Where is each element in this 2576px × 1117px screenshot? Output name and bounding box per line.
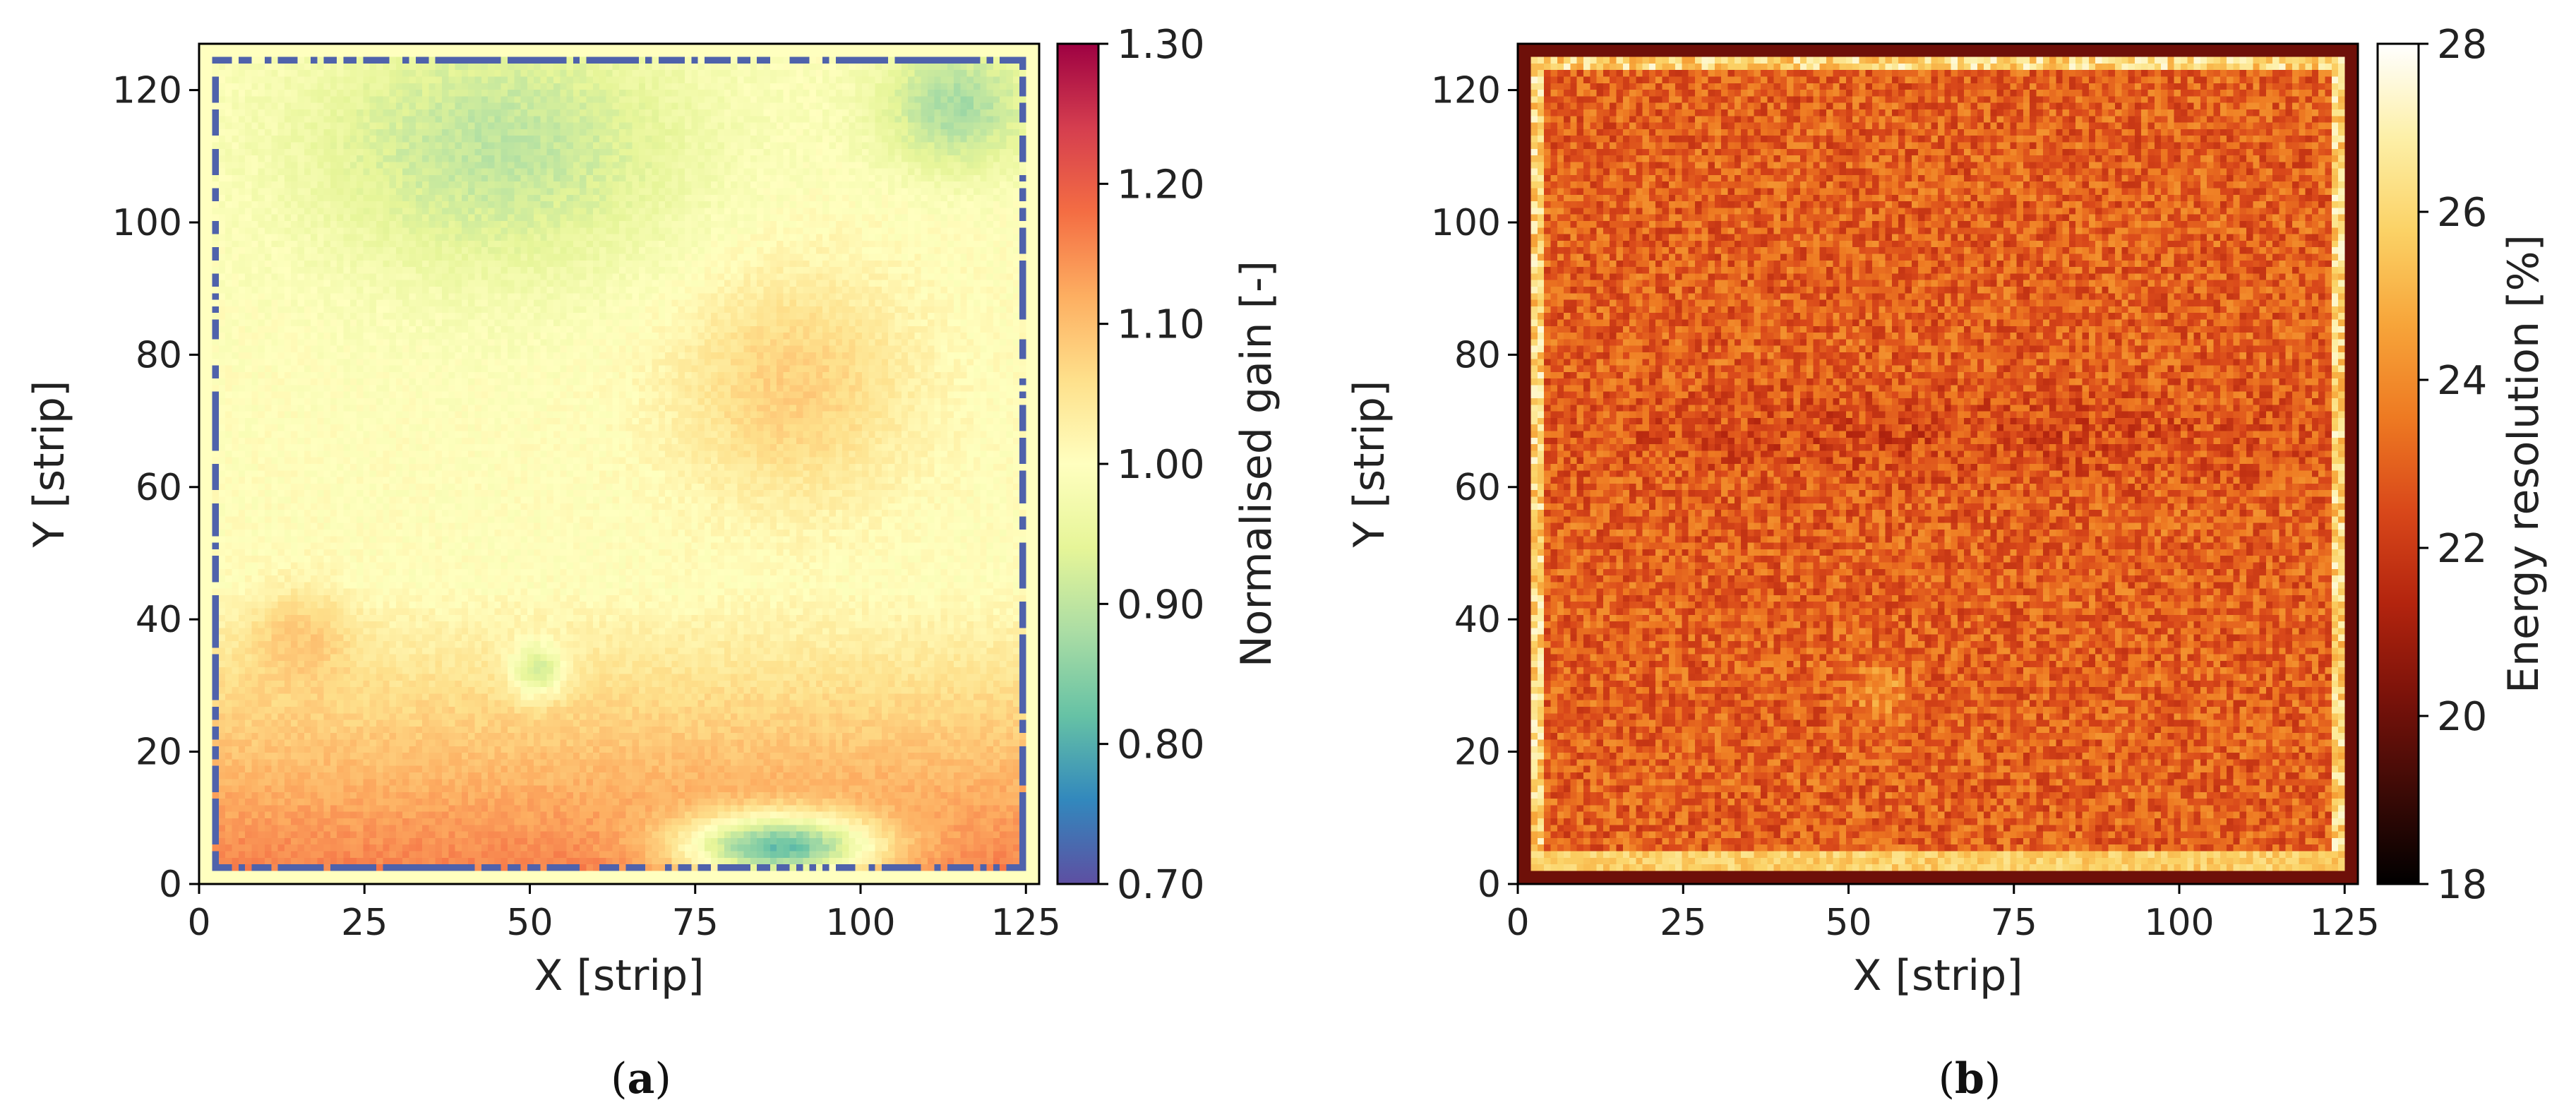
- y-tick-label: 120: [1431, 70, 1501, 112]
- colorbar-tick-label: 24: [2437, 358, 2487, 404]
- colorbar-label-a: Normalised gain [-]: [1232, 261, 1281, 667]
- x-tick-label: 75: [1991, 902, 2037, 944]
- y-tick-label: 100: [1431, 202, 1501, 244]
- x-tick-label: 0: [1506, 902, 1529, 944]
- colorbar-tick-label: 1.10: [1117, 302, 1205, 348]
- y-tick-label: 0: [1478, 864, 1501, 906]
- x-tick-label: 50: [506, 902, 553, 944]
- x-tick-label: 50: [1825, 902, 1871, 944]
- y-tick-label: 60: [1454, 467, 1501, 509]
- colorbar-label-b: Energy resolution [%]: [2499, 234, 2548, 693]
- y-axis-ticks-b: 0 20 40 60 80 100 120: [1431, 70, 1518, 906]
- caption-b-letter: b: [1955, 1054, 1984, 1104]
- caption-a-letter: a: [628, 1054, 655, 1104]
- caption-b: (b): [1939, 1054, 2001, 1104]
- energy-colorbar: [2376, 42, 2420, 885]
- colorbar-tick-label: 0.80: [1117, 722, 1205, 768]
- colorbar-ticks-b: 18 20 22 24 26 28: [2419, 22, 2487, 908]
- colorbar-tick-label: 20: [2437, 694, 2487, 740]
- y-tick-label: 120: [112, 70, 182, 112]
- colorbar-tick-label: 0.70: [1117, 862, 1205, 908]
- y-tick-label: 80: [1454, 334, 1501, 376]
- x-tick-label: 25: [1660, 902, 1706, 944]
- x-axis-ticks-a: 0 25 50 75 100 125: [187, 884, 1061, 944]
- colorbar-tick-label: 1.30: [1117, 22, 1205, 68]
- plot-frame-b: [1516, 42, 2359, 885]
- y-tick-label: 40: [1454, 599, 1501, 641]
- y-axis-ticks-a: 0 20 40 60 80 100 120: [112, 70, 199, 906]
- energy-resolution-heatmap: [1518, 44, 2358, 884]
- y-tick-label: 80: [136, 334, 182, 376]
- x-tick-label: 125: [991, 902, 1061, 944]
- gain-colorbar: [1056, 42, 1100, 885]
- y-axis-label-b: Y [strip]: [1345, 381, 1394, 549]
- colorbar-ticks-a: 0.70 0.80 0.90 1.00 1.10 1.20 1.30: [1098, 22, 1205, 908]
- colorbar-tick-label: 1.00: [1117, 442, 1205, 488]
- colorbar-tick-label: 28: [2437, 22, 2487, 68]
- colorbar-tick-label: 0.90: [1117, 582, 1205, 628]
- y-tick-label: 20: [1454, 731, 1501, 774]
- y-tick-label: 60: [136, 467, 182, 509]
- colorbar-tick-label: 18: [2437, 862, 2487, 908]
- x-tick-label: 0: [187, 902, 210, 944]
- plot-frame-a: [198, 42, 1041, 885]
- colorbar-tick-label: 1.20: [1117, 162, 1205, 208]
- colorbar-tick-label: 26: [2437, 190, 2487, 236]
- y-tick-label: 0: [159, 864, 182, 906]
- x-axis-label-b: X [strip]: [1852, 951, 2023, 1000]
- x-tick-label: 125: [2310, 902, 2380, 944]
- y-tick-label: 20: [136, 731, 182, 774]
- caption-a: (a): [611, 1054, 671, 1104]
- colorbar-tick-label: 22: [2437, 526, 2487, 572]
- y-tick-label: 40: [136, 599, 182, 641]
- x-tick-label: 25: [341, 902, 388, 944]
- x-tick-label: 100: [825, 902, 895, 944]
- x-tick-label: 75: [672, 902, 719, 944]
- gain-heatmap: [199, 44, 1039, 884]
- y-tick-label: 100: [112, 202, 182, 244]
- x-axis-ticks-b: 0 25 50 75 100 125: [1506, 884, 2380, 944]
- x-axis-label-a: X [strip]: [534, 951, 704, 1000]
- y-axis-label-a: Y [strip]: [25, 381, 74, 549]
- x-tick-label: 100: [2144, 902, 2214, 944]
